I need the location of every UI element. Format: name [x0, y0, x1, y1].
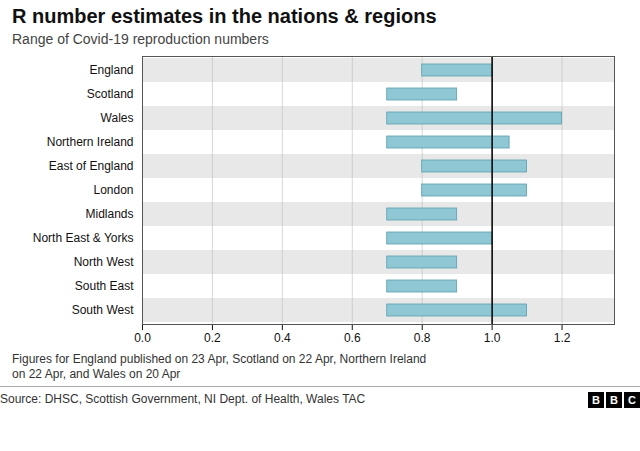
html-text:Figures for England published: Figures for England published on 23 Apr,… [12, 352, 427, 381]
svg-text:South East: South East [75, 279, 134, 293]
svg-text:East of England: East of England [49, 159, 134, 173]
svg-text:North West: North West [74, 255, 134, 269]
svg-text:Wales: Wales [101, 111, 134, 125]
svg-text:North East & Yorks: North East & Yorks [33, 231, 134, 245]
svg-text:England: England [89, 63, 133, 77]
svg-text:South West: South West [72, 303, 134, 317]
html-text:Source: DHSC, Scottish Governm: Source: DHSC, Scottish Government, NI De… [0, 392, 366, 406]
svg-text:0.8: 0.8 [414, 331, 431, 345]
svg-text:London: London [93, 183, 133, 197]
svg-text:0.0: 0.0 [134, 331, 151, 345]
svg-text:Midlands: Midlands [85, 207, 133, 221]
html-text:C: C [628, 394, 636, 406]
svg-text:Northern Ireland: Northern Ireland [47, 135, 134, 149]
html-text:Range of Covid-19 reproduction: Range of Covid-19 reproduction numbers [12, 31, 269, 47]
svg-text:0.6: 0.6 [344, 331, 361, 345]
svg-text:1.2: 1.2 [554, 331, 571, 345]
svg-text:0.2: 0.2 [204, 331, 221, 345]
html-text:B: B [610, 394, 618, 406]
html-text:R number estimates in the nati: R number estimates in the nations & regi… [12, 5, 437, 27]
html-text:B: B [592, 394, 600, 406]
svg-text:1.0: 1.0 [484, 331, 501, 345]
svg-text:Scotland: Scotland [87, 87, 134, 101]
svg-text:0.4: 0.4 [274, 331, 291, 345]
